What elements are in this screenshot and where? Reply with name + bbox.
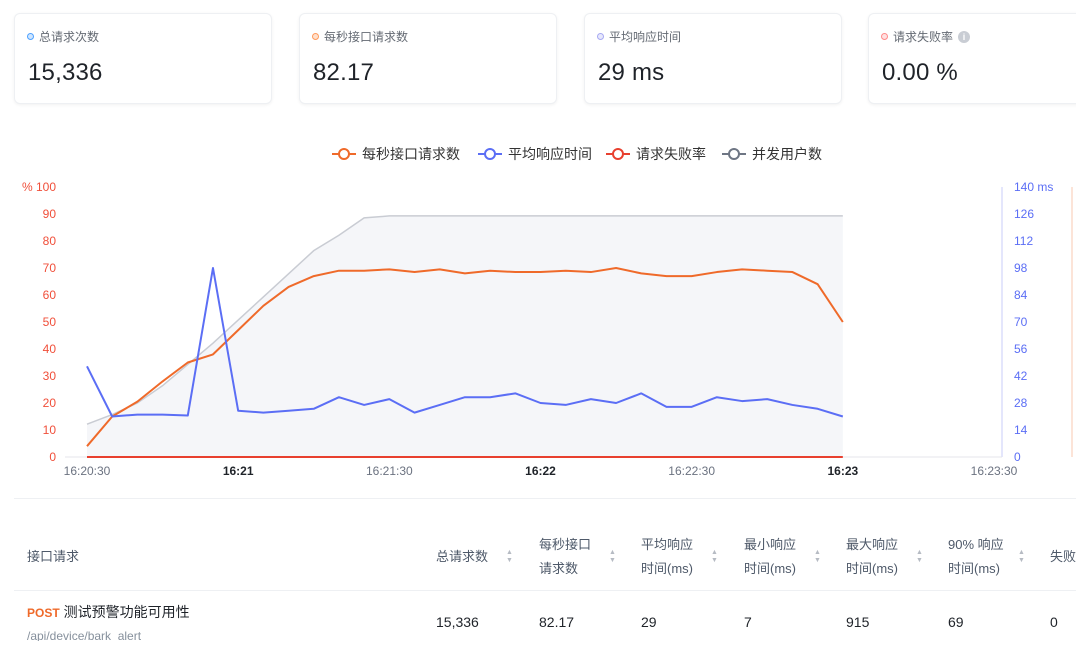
stat-label: 每秒接口请求数 bbox=[324, 30, 409, 44]
left-axis-tick-label: 50 bbox=[43, 315, 57, 329]
info-icon[interactable]: i bbox=[958, 30, 971, 43]
x-axis-tick-label: 16:22:30 bbox=[668, 464, 715, 478]
sort-icon[interactable]: ▲ ▼ bbox=[711, 549, 718, 564]
legend-marker bbox=[728, 148, 740, 160]
series-line-concurrent-users bbox=[86, 215, 843, 425]
col-header-p90[interactable]: 90% 响应 时间(ms) bbox=[948, 537, 1004, 576]
legend-item[interactable]: 平均响应时间 bbox=[478, 146, 592, 162]
legend-marker bbox=[484, 148, 496, 160]
left-axis-tick-label: 100 bbox=[36, 180, 56, 194]
col-header-avg[interactable]: 平均响应 时间(ms) bbox=[641, 537, 694, 576]
legend-label: 并发用户数 bbox=[752, 146, 822, 162]
left-axis-tick-label: 0 bbox=[49, 450, 56, 464]
right-axis-tick-label: 140 ms bbox=[1014, 180, 1053, 194]
legend-item[interactable]: 请求失败率 bbox=[606, 146, 706, 162]
col-header-rps[interactable]: 每秒接口 请求数 bbox=[539, 537, 592, 576]
right-axis-tick-label: 112 bbox=[1014, 234, 1033, 248]
stat-label: 平均响应时间 bbox=[609, 30, 682, 44]
x-axis-tick-label: 16:22 bbox=[525, 464, 556, 478]
right-axis-tick-label: 56 bbox=[1014, 342, 1028, 356]
stat-card-total-requests: 总请求次数 15,336 bbox=[14, 13, 272, 104]
stat-card-failure-rate: 请求失败率 i 0.00 % bbox=[868, 13, 1076, 104]
stat-card-rps: 每秒接口请求数 82.17 bbox=[299, 13, 557, 104]
status-dot bbox=[312, 33, 319, 40]
stat-value: 15,336 bbox=[28, 59, 103, 86]
col-header-min[interactable]: 最小响应 时间(ms) bbox=[744, 537, 797, 576]
series-area-concurrent-users bbox=[87, 215, 843, 457]
sort-icon[interactable]: ▲ ▼ bbox=[609, 549, 616, 564]
stat-value: 0.00 % bbox=[882, 59, 958, 86]
endpoint-cell: POST 测试预警功能可用性 bbox=[27, 602, 190, 622]
right-axis-tick-label: 0 bbox=[1014, 450, 1021, 464]
cell-rps: 82.17 bbox=[539, 614, 575, 630]
right-axis-tick-label: 14 bbox=[1014, 423, 1028, 437]
series-line-rps bbox=[86, 267, 844, 447]
series-line-avg-response bbox=[86, 267, 844, 418]
cell-avg: 29 bbox=[641, 614, 657, 630]
left-axis-tick-label: 10 bbox=[43, 423, 57, 437]
cell-fail: 0 bbox=[1050, 614, 1058, 630]
status-dot bbox=[881, 33, 888, 40]
right-axis-tick-label: 126 bbox=[1014, 207, 1034, 221]
cell-min: 7 bbox=[744, 614, 752, 630]
left-axis-tick-label: 90 bbox=[43, 207, 57, 221]
col-header-fail: 失败 bbox=[1050, 549, 1076, 564]
endpoint-name[interactable]: 测试预警功能可用性 bbox=[63, 604, 190, 620]
legend-item[interactable]: 并发用户数 bbox=[722, 146, 822, 162]
x-axis-tick-label: 16:21:30 bbox=[366, 464, 413, 478]
left-axis-tick-label: 80 bbox=[43, 234, 57, 248]
left-axis-tick-label: 40 bbox=[43, 342, 57, 356]
performance-line-chart: 每秒接口请求数 平均响应时间 请求失败率 并发用户数 0 10 20 30 40 50 60 70 80… bbox=[22, 146, 1073, 478]
section-divider bbox=[14, 498, 1076, 499]
stat-label: 总请求次数 bbox=[39, 30, 100, 44]
sort-icon[interactable]: ▲ ▼ bbox=[814, 549, 821, 564]
stat-value: 82.17 bbox=[313, 59, 375, 86]
left-axis-tick-label: 30 bbox=[43, 369, 57, 383]
legend-label: 平均响应时间 bbox=[508, 146, 592, 162]
legend-label: 每秒接口请求数 bbox=[362, 146, 460, 162]
left-axis-unit: % bbox=[22, 180, 33, 194]
left-axis-tick-label: 70 bbox=[43, 261, 57, 275]
right-axis-tick-label: 70 bbox=[1014, 315, 1028, 329]
endpoint-path: /api/device/bark_alert bbox=[27, 629, 142, 641]
x-axis-tick-label: 16:20:30 bbox=[64, 464, 111, 478]
right-axis-tick-label: 98 bbox=[1014, 261, 1028, 275]
cell-max: 915 bbox=[846, 614, 870, 630]
left-axis-tick-label: 20 bbox=[43, 396, 57, 410]
x-axis-tick-label: 16:23 bbox=[827, 464, 858, 478]
legend-marker bbox=[612, 148, 624, 160]
stat-value: 29 ms bbox=[598, 59, 665, 86]
cell-total: 15,336 bbox=[436, 614, 479, 630]
sort-icon[interactable]: ▲ ▼ bbox=[1018, 549, 1025, 564]
table-header-divider bbox=[14, 590, 1076, 591]
status-dot bbox=[27, 33, 34, 40]
x-axis-tick-label: 16:21 bbox=[223, 464, 254, 478]
x-axis-tick-label: 16:23:30 bbox=[971, 464, 1018, 478]
legend-label: 请求失败率 bbox=[636, 146, 706, 162]
left-axis-tick-label: 60 bbox=[43, 288, 57, 302]
col-header-max[interactable]: 最大响应 时间(ms) bbox=[846, 537, 899, 576]
cell-p90: 69 bbox=[948, 614, 964, 630]
status-dot bbox=[597, 33, 604, 40]
right-axis-tick-label: 28 bbox=[1014, 396, 1028, 410]
col-header-endpoint: 接口请求 bbox=[27, 549, 80, 564]
right-axis-tick-label: 42 bbox=[1014, 369, 1028, 383]
sort-icon[interactable]: ▲ ▼ bbox=[916, 549, 923, 564]
col-header-total[interactable]: 总请求数 bbox=[436, 549, 489, 564]
sort-icon[interactable]: ▲ ▼ bbox=[506, 549, 513, 564]
http-method-badge: POST bbox=[27, 606, 60, 620]
stat-card-avg-response: 平均响应时间 29 ms bbox=[584, 13, 842, 104]
legend-marker bbox=[338, 148, 350, 160]
stat-label: 请求失败率 bbox=[893, 30, 954, 44]
right-axis-tick-label: 84 bbox=[1014, 288, 1028, 302]
legend-item[interactable]: 每秒接口请求数 bbox=[332, 146, 460, 162]
